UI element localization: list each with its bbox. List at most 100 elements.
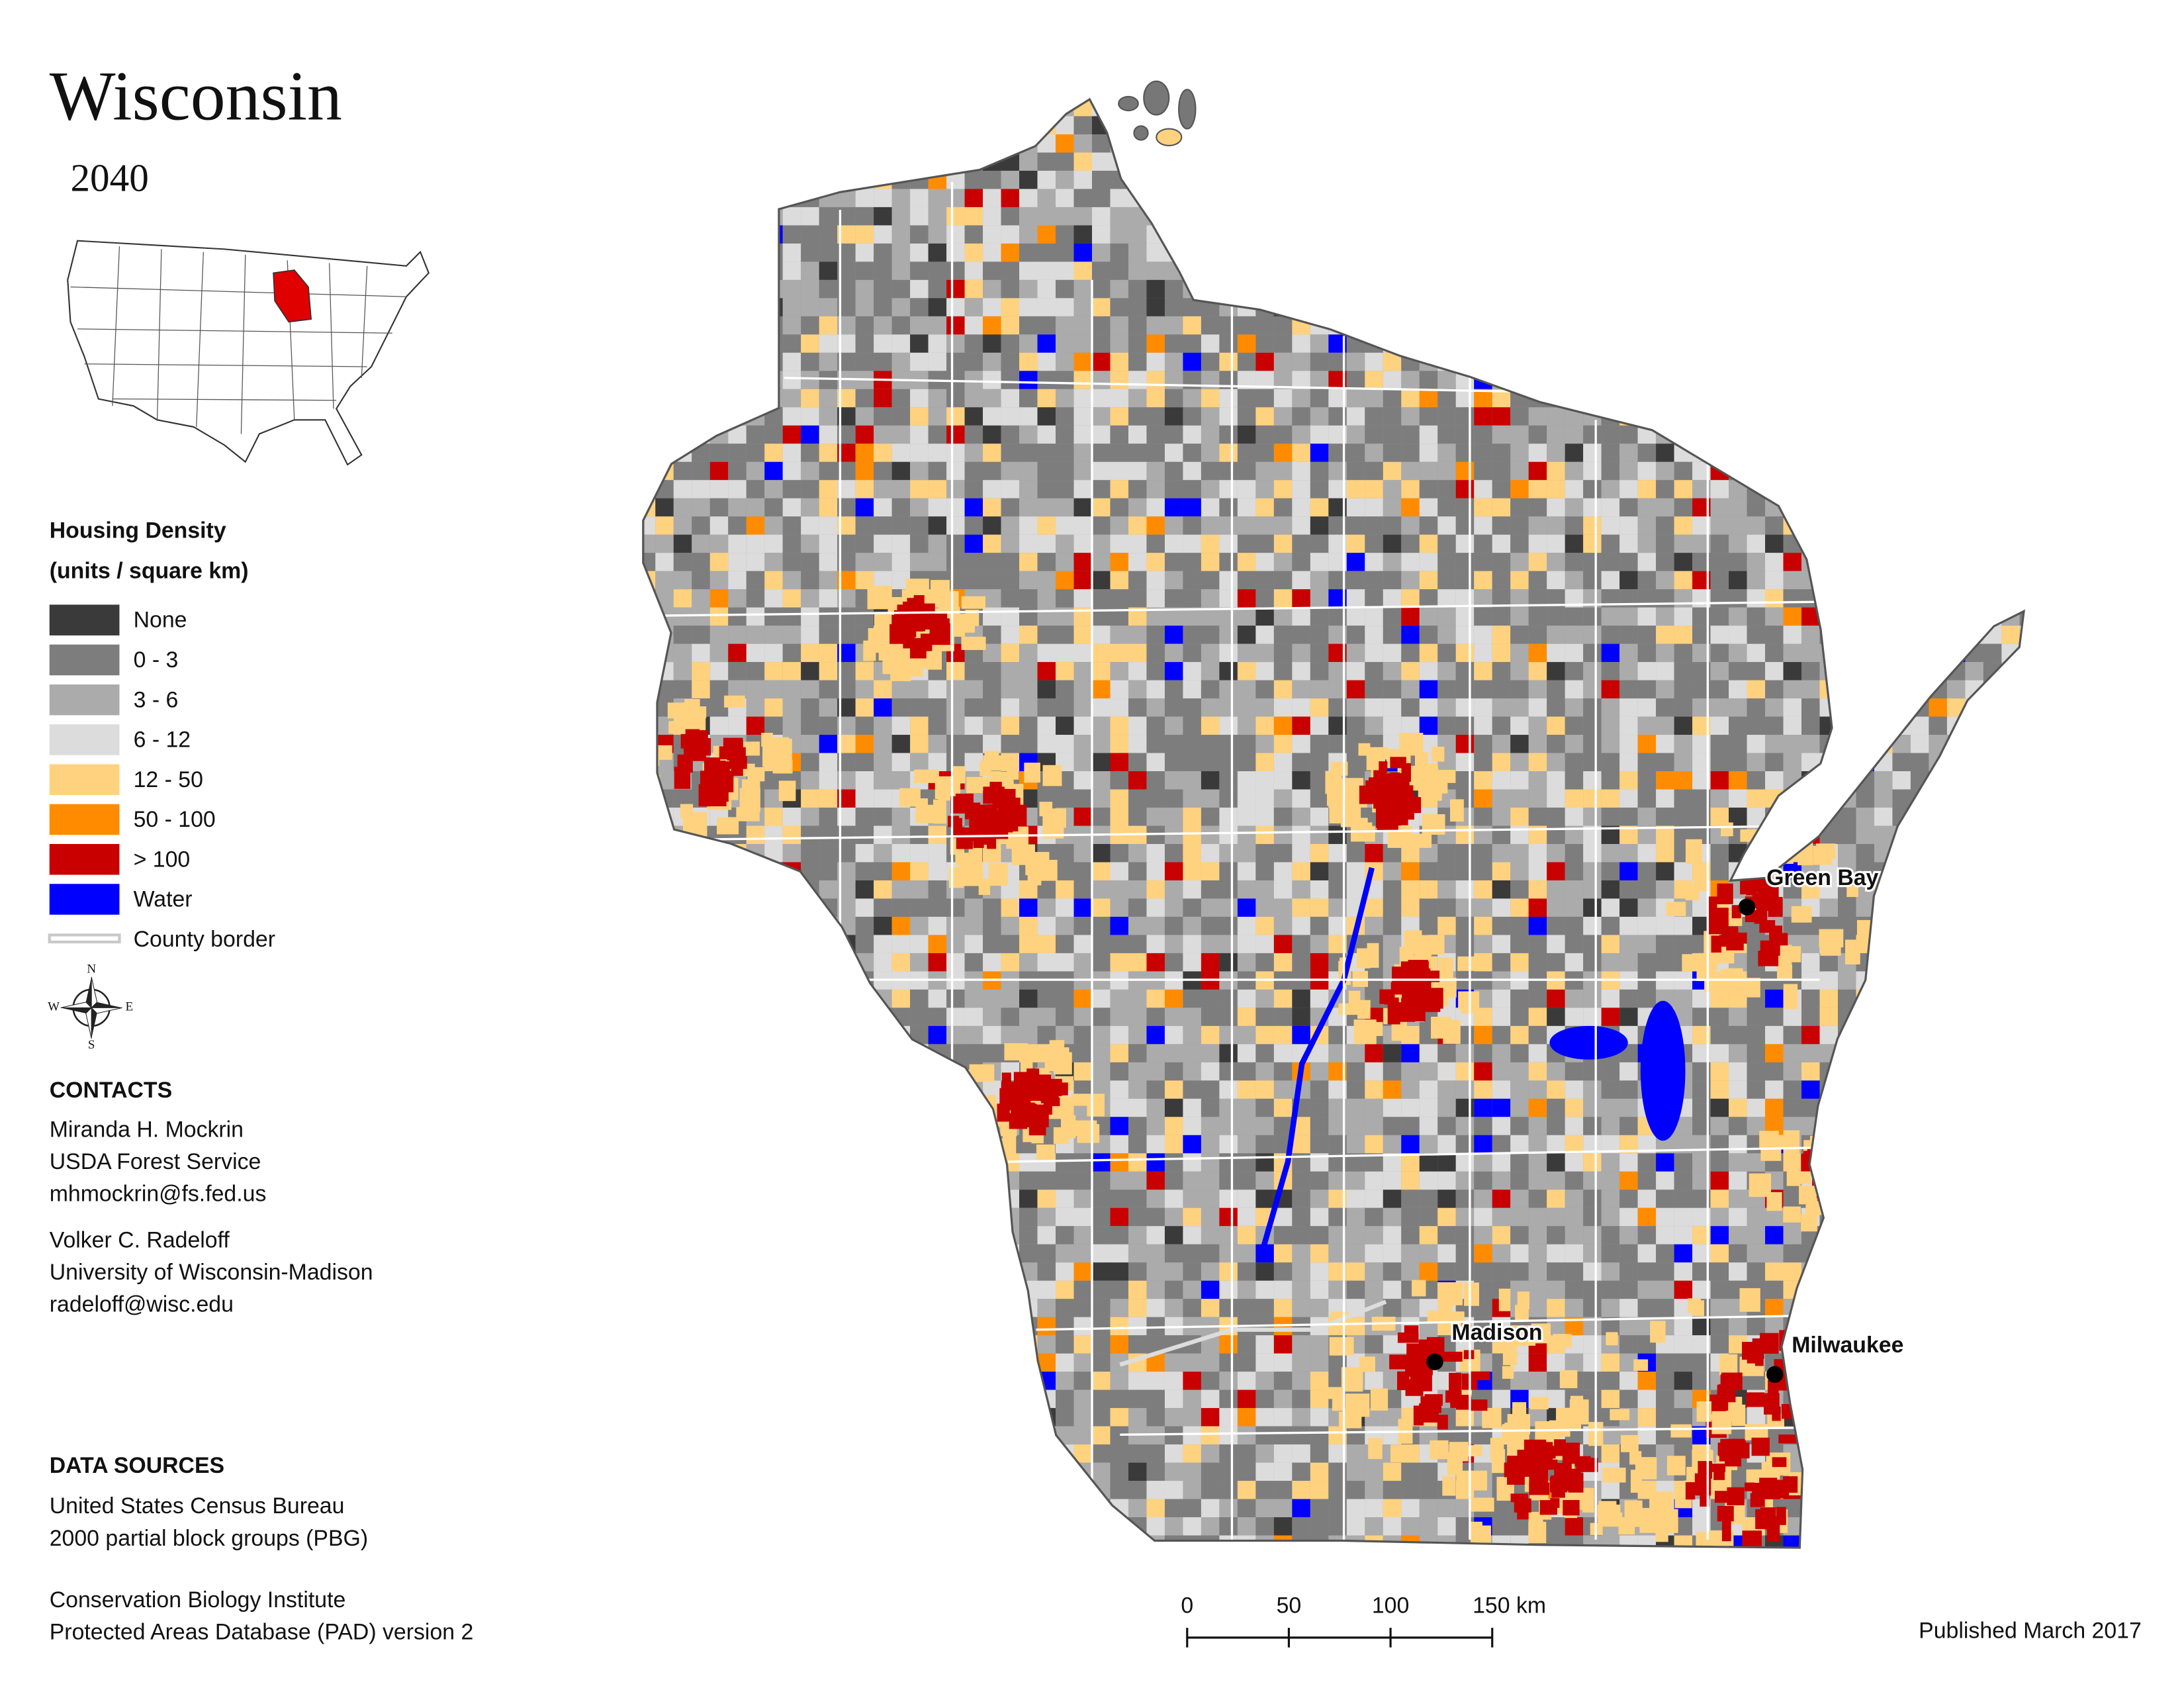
density-cell — [1310, 1080, 1329, 1099]
density-cell — [764, 170, 783, 189]
density-cell — [655, 207, 674, 226]
density-cell — [692, 279, 710, 299]
density-cell — [1001, 116, 1020, 134]
density-cell — [1637, 498, 1657, 517]
density-cell — [1929, 334, 1947, 353]
density-cell — [746, 662, 765, 680]
density-cell — [1910, 953, 1929, 972]
density-cell — [644, 1135, 656, 1154]
density-cell — [1583, 389, 1602, 408]
density-cell — [1874, 1062, 1893, 1081]
density-cell — [1729, 534, 1747, 553]
density-cell — [1419, 207, 1438, 226]
density-cell — [1747, 389, 1766, 408]
density-cell — [644, 1044, 656, 1062]
density-cell — [1092, 389, 1111, 408]
density-cell — [1946, 971, 1966, 990]
density-cell — [1656, 698, 1674, 717]
density-cell — [1164, 261, 1183, 280]
density-cell — [692, 971, 710, 990]
density-cell — [2001, 680, 2020, 699]
density-cell — [946, 1098, 965, 1117]
density-cell — [1419, 1044, 1438, 1062]
density-cell — [709, 1008, 729, 1026]
density-cell — [1346, 189, 1365, 207]
density-cell — [1455, 1226, 1475, 1244]
density-cell — [1710, 1244, 1729, 1263]
density-cell — [874, 935, 892, 953]
density-cell — [692, 116, 710, 134]
density-cell — [1710, 643, 1729, 663]
density-cell — [2001, 116, 2020, 134]
density-cell — [1965, 771, 1983, 790]
density-cell — [1983, 680, 2002, 699]
density-cell — [728, 116, 747, 134]
density-cell — [964, 371, 983, 389]
density-cell — [673, 643, 692, 663]
density-cell — [1419, 516, 1438, 535]
density-cell — [1983, 1171, 2002, 1190]
density-cell — [1656, 1226, 1674, 1244]
density-cell — [1601, 207, 1620, 226]
density-cell — [1056, 571, 1074, 590]
density-cell — [1892, 735, 1911, 753]
density-cell — [928, 425, 947, 444]
density-cell — [1874, 261, 1893, 280]
density-cell — [1437, 1153, 1456, 1172]
density-cell — [1110, 753, 1128, 772]
density-cell — [1674, 189, 1693, 207]
density-cell — [1856, 134, 1874, 153]
density-cell — [1146, 189, 1165, 207]
density-cell — [1110, 261, 1128, 280]
density-cell — [1092, 298, 1111, 316]
density-cell — [891, 279, 911, 299]
density-cell — [1983, 643, 2002, 663]
density-cell — [1656, 261, 1674, 280]
density-cell — [1946, 789, 1966, 808]
density-cell — [1219, 407, 1238, 426]
density-cell — [1783, 225, 1802, 244]
density-cell — [1037, 352, 1056, 371]
density-cell — [1492, 407, 1511, 426]
density-cell — [1710, 498, 1729, 517]
density-cell — [1474, 916, 1492, 935]
density-cell — [1092, 735, 1111, 753]
density-cell — [1619, 626, 1638, 644]
density-cell — [1565, 152, 1584, 171]
density-cell — [983, 498, 1001, 517]
density-cell — [928, 407, 947, 426]
density-cell — [801, 371, 819, 389]
density-cell — [1474, 407, 1492, 426]
density-cell — [1837, 771, 1856, 790]
density-cell — [1656, 152, 1674, 171]
density-cell — [692, 553, 710, 571]
density-cell — [1547, 334, 1565, 353]
density-cell — [728, 589, 747, 608]
density-cell — [692, 134, 710, 153]
density-cell — [946, 1171, 965, 1190]
density-cell — [1365, 534, 1383, 553]
density-cell — [1619, 953, 1638, 972]
density-cell — [891, 989, 911, 1008]
density-cell — [1255, 626, 1274, 644]
density-cell — [1946, 1226, 1966, 1244]
density-cell — [644, 334, 656, 353]
density-cell — [1637, 389, 1657, 408]
density-cell — [1183, 808, 1201, 826]
density-cell — [1674, 207, 1693, 226]
density-cell — [1419, 1117, 1438, 1135]
density-cell — [1092, 207, 1111, 226]
density-cell — [1729, 1025, 1747, 1045]
density-cell — [1874, 170, 1893, 189]
density-cell — [855, 1207, 874, 1227]
density-cell — [1510, 1244, 1529, 1263]
density-cell — [1583, 461, 1602, 481]
density-cell — [1183, 844, 1201, 863]
density-cell — [1219, 261, 1238, 280]
density-cell — [1073, 498, 1092, 517]
density-cell — [1201, 735, 1220, 753]
density-cell — [1183, 444, 1201, 462]
density-cell — [1455, 516, 1475, 535]
density-cell — [1201, 480, 1220, 498]
density-cell — [928, 1080, 947, 1099]
